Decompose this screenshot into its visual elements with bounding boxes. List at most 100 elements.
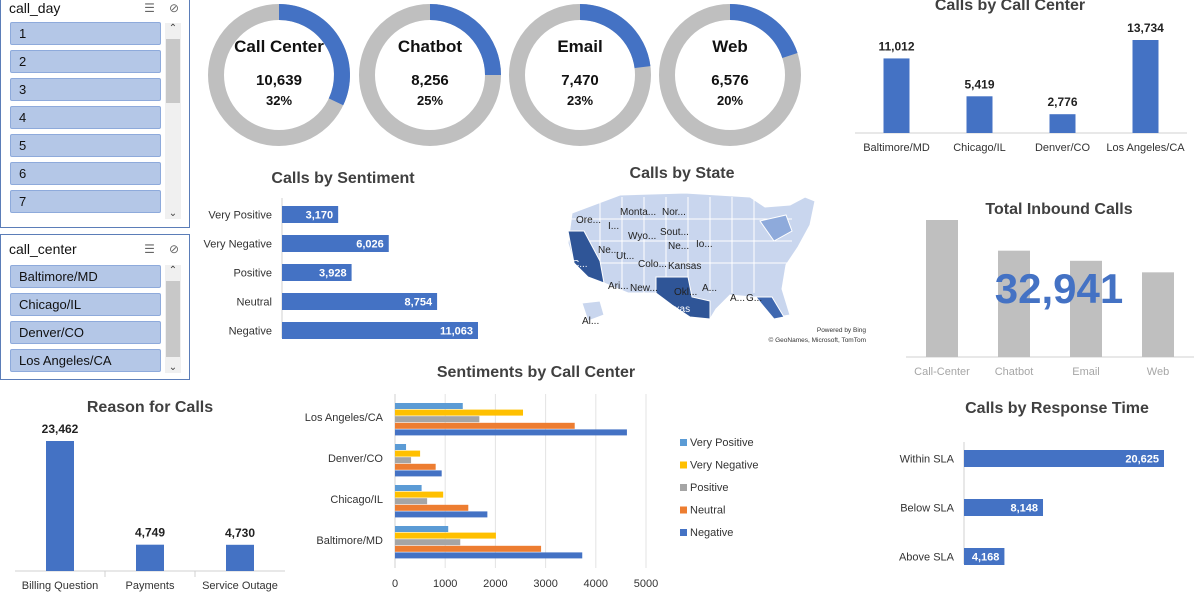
bar-chicago-il-very-positive: [395, 485, 422, 491]
call-day-slicer: call_day ☰ ⊘ 1 2 3 4 5 6 7 ⌃ ⌄: [0, 0, 190, 228]
bar-call-center: [926, 220, 958, 357]
day-slicer-item-3[interactable]: 3: [10, 78, 161, 101]
category-label: Within SLA: [900, 454, 955, 466]
total-inbound-title: Total Inbound Calls: [985, 201, 1133, 218]
day-slicer-item-7[interactable]: 7: [10, 190, 161, 213]
bar-los-angeles-ca-very-positive: [395, 403, 463, 409]
scrollbar-thumb[interactable]: [166, 281, 180, 357]
value-label: 4,730: [225, 526, 255, 540]
multi-select-icon[interactable]: ☰: [144, 1, 155, 15]
value-label: 8,148: [1010, 503, 1038, 515]
donut-label: Email: [557, 37, 602, 56]
category-label: Very Negative: [204, 239, 272, 251]
bar-denver-co-neutral: [395, 463, 436, 470]
map-state-label: Al...: [582, 316, 599, 327]
category-label: Los Angeles/CA: [1106, 142, 1185, 154]
scroll-down-icon[interactable]: ⌄: [168, 362, 178, 373]
x-tick-label: 3000: [533, 578, 557, 590]
x-tick-label: 0: [392, 578, 398, 590]
center-slicer-item-denver-co[interactable]: Denver/CO: [10, 321, 161, 344]
value-label: 8,754: [405, 297, 433, 309]
state-florida: [754, 296, 785, 320]
call-day-slicer-title: call_day: [9, 0, 61, 16]
bar-very-positive: [282, 206, 339, 223]
map-credit-bing: Powered by Bing: [817, 327, 867, 334]
clear-filter-icon[interactable]: ⊘: [168, 242, 179, 256]
donut-email: Email 7,470 23%: [509, 4, 651, 146]
scroll-up-icon[interactable]: ⌃: [168, 265, 178, 276]
bar-chicago-il-positive: [395, 498, 428, 505]
calls-by-response-time-title: Calls by Response Time: [965, 400, 1149, 417]
donut-share-arc: [429, 4, 501, 76]
value-label: 3,170: [306, 210, 334, 222]
calls-by-response-time-chart: Within SLA 20,625 Below SLA 8,148 Above SLA 4…: [899, 442, 1164, 565]
call-center-slicer: call_center ☰ ⊘ Baltimore/MD Chicago/IL De…: [0, 234, 190, 380]
bar-denver-co-positive: [395, 457, 412, 464]
bar-positive: [282, 264, 352, 281]
day-slicer-item-2[interactable]: 2: [10, 50, 161, 73]
calls-by-sentiment-chart: Very Positive 3,170 Very Negative 6,026 Posi…: [204, 198, 478, 339]
category-label: Web: [1147, 366, 1169, 378]
day-slicer-item-4[interactable]: 4: [10, 106, 161, 129]
day-slicer-item-6[interactable]: 6: [10, 162, 161, 185]
call-day-slicer-header: call_day ☰ ⊘: [1, 0, 189, 21]
map-state-label: Ne...: [598, 245, 619, 256]
legend-swatch-neutral: [680, 506, 687, 514]
donut-value: 8,256: [411, 72, 449, 89]
donut-label: Chatbot: [398, 37, 463, 56]
donut-chatbot: Chatbot 8,256 25%: [359, 4, 501, 146]
value-label: 6,026: [356, 239, 384, 251]
bar-neutral: [282, 293, 438, 310]
center-slicer-item-chicago-il[interactable]: Chicago/IL: [10, 293, 161, 316]
center-slicer-item-baltimore-md[interactable]: Baltimore/MD: [10, 265, 161, 288]
map-state-label: Wyo...: [628, 231, 656, 242]
state-alaska: [581, 300, 605, 322]
day-slicer-item-5[interactable]: 5: [10, 134, 161, 157]
day-slicer-item-1[interactable]: 1: [10, 22, 161, 45]
state-new-york: [759, 214, 793, 242]
bar-billing-question: [46, 441, 74, 571]
bar-chicago-il: [966, 96, 993, 133]
bar-email: [1070, 260, 1102, 357]
map-state-label: Ari...: [608, 281, 629, 292]
center-slicer-item-los-angeles-ca[interactable]: Los Angeles/CA: [10, 349, 161, 372]
map-state-label: Sout...: [660, 227, 689, 238]
value-label: 11,012: [878, 39, 914, 53]
value-label: 20,625: [1125, 454, 1159, 466]
bar-baltimore-md-positive: [395, 539, 461, 546]
category-label: Neutral: [237, 297, 272, 309]
value-label: 23,462: [42, 422, 79, 436]
calls-by-sentiment-title: Calls by Sentiment: [271, 170, 415, 187]
map-state-label: Colo...: [638, 259, 667, 270]
category-label: Negative: [229, 326, 272, 338]
donut-percent: 23%: [567, 93, 593, 108]
bar-los-angeles-ca: [1132, 40, 1159, 133]
map-state-label: Nor...: [662, 207, 686, 218]
category-label: Chatbot: [995, 366, 1034, 378]
bar-above-sla: [964, 548, 1005, 565]
scroll-up-icon[interactable]: ⌃: [168, 23, 178, 34]
category-label: Denver/CO: [1035, 142, 1090, 154]
clear-filter-icon[interactable]: ⊘: [168, 1, 179, 15]
value-label: 13,734: [1127, 21, 1164, 35]
bar-chicago-il-negative: [395, 511, 488, 518]
scroll-down-icon[interactable]: ⌄: [168, 208, 178, 219]
calls-by-state-map: Ore... Monta... Nor... I... Wyo... Sout... C..…: [567, 192, 867, 344]
call-center-scrollbar[interactable]: ⌃ ⌄: [165, 265, 181, 373]
multi-select-icon[interactable]: ☰: [144, 242, 155, 256]
map-state-label: A...: [730, 293, 745, 304]
x-tick-label: 2000: [483, 578, 507, 590]
call-center-slicer-header: call_center ☰ ⊘: [1, 235, 189, 263]
bar-los-angeles-ca-very-negative: [395, 409, 524, 416]
bar-chicago-il-neutral: [395, 504, 469, 511]
category-label: Billing Question: [22, 580, 98, 592]
call-day-scrollbar[interactable]: ⌃ ⌄: [165, 23, 181, 219]
value-label: 2,776: [1047, 95, 1077, 109]
map-state-label: Ne...: [668, 241, 689, 252]
category-label: Positive: [233, 268, 272, 280]
scrollbar-thumb[interactable]: [166, 39, 180, 103]
map-state-label: New...: [630, 283, 658, 294]
bar-baltimore-md: [883, 58, 910, 133]
reason-for-calls-chart: 23,462 Billing Question 4,749 Payments 4,730…: [15, 422, 285, 592]
legend-swatch-negative: [680, 529, 687, 536]
